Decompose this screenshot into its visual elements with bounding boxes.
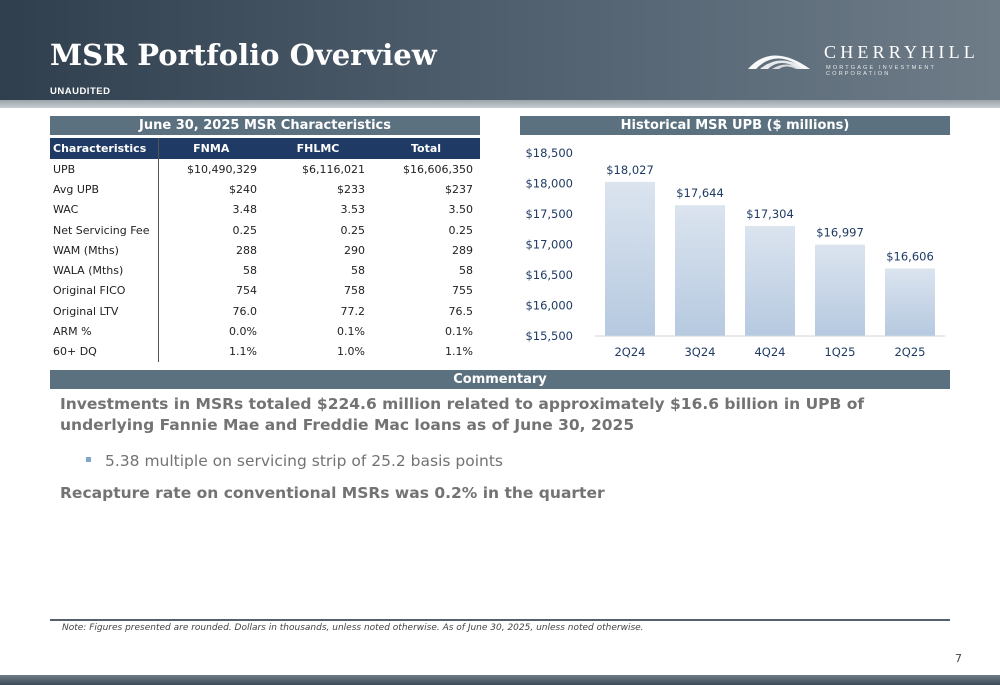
row-label: ARM % xyxy=(50,321,159,342)
table-cell: 77.2 xyxy=(340,304,366,318)
table-cell: 758 xyxy=(344,284,365,298)
commentary-bullet-text: 5.38 multiple on servicing strip of 25.2… xyxy=(105,452,504,470)
table-cell: 0.0% xyxy=(229,325,257,339)
table-row: WAC 3.48 3.53 3.50 xyxy=(50,199,480,220)
table-row: 60+ DQ 1.1% 1.0% 1.1% xyxy=(50,341,480,362)
table-cell: 289 xyxy=(452,243,473,257)
table-cell: 288 xyxy=(236,243,257,257)
table-cell: 76.0 xyxy=(232,304,258,318)
table-row: WALA (Mths) 58 58 58 xyxy=(50,260,480,281)
y-tick-label: $15,500 xyxy=(525,329,573,343)
y-tick-label: $17,000 xyxy=(525,238,573,252)
logo-mark-icon xyxy=(748,55,810,69)
table-row: WAM (Mths) 288 290 289 xyxy=(50,240,480,261)
logo-tagline: MORTGAGE INVESTMENT CORPORATION xyxy=(826,65,936,77)
table-cell: $233 xyxy=(337,182,365,196)
row-label: WAM (Mths) xyxy=(50,240,159,261)
footnote: Note: Figures presented are rounded. Dol… xyxy=(62,623,644,633)
table-cell: 1.1% xyxy=(229,345,257,359)
commentary-bullet: 5.38 multiple on servicing strip of 25.2… xyxy=(86,452,946,470)
commentary-paragraph: Investments in MSRs totaled $224.6 milli… xyxy=(60,395,865,434)
table-cell: 58 xyxy=(459,264,473,278)
commentary-section-title: Commentary xyxy=(50,370,950,389)
company-logo: CHERRYHILL MORTGAGE INVESTMENT CORPORATI… xyxy=(746,40,996,80)
chart-bar xyxy=(815,244,865,336)
x-tick-label: 3Q24 xyxy=(684,345,715,359)
table-header-row: Characteristics FNMA FHLMC Total xyxy=(50,138,480,159)
table-row: Net Servicing Fee 0.25 0.25 0.25 xyxy=(50,219,480,241)
bar-data-label: $16,997 xyxy=(816,226,864,240)
table-cell: 0.25 xyxy=(448,223,474,237)
bar-data-label: $18,027 xyxy=(606,163,654,177)
column-header: FNMA xyxy=(158,138,264,159)
table-cell: 755 xyxy=(452,284,473,298)
x-tick-label: 4Q24 xyxy=(754,345,785,359)
table-cell: 1.0% xyxy=(337,345,365,359)
x-tick-label: 2Q25 xyxy=(894,345,925,359)
table-section-title: June 30, 2025 MSR Characteristics xyxy=(50,116,480,135)
table-cell: 754 xyxy=(236,284,257,298)
chart-bar xyxy=(605,181,655,336)
table-cell: 0.25 xyxy=(232,223,258,237)
table-cell: 3.48 xyxy=(232,203,258,217)
table-cell: 0.25 xyxy=(340,223,366,237)
table-cell: 290 xyxy=(344,243,365,257)
header-divider xyxy=(0,100,1000,108)
y-tick-label: $16,500 xyxy=(525,268,573,282)
y-tick-label: $16,000 xyxy=(525,299,573,313)
chart-bar xyxy=(675,205,725,336)
column-header: Characteristics xyxy=(50,138,159,159)
row-label: 60+ DQ xyxy=(50,341,159,362)
column-header: FHLMC xyxy=(264,138,372,159)
y-tick-label: $18,000 xyxy=(525,177,573,191)
table-cell: 1.1% xyxy=(445,345,473,359)
table-cell: 3.53 xyxy=(340,203,366,217)
row-label: Net Servicing Fee xyxy=(50,219,159,241)
table-cell: $10,490,329 xyxy=(187,162,257,176)
table-cell: 3.50 xyxy=(448,203,474,217)
historical-upb-bar-chart: $15,500 $16,000 $16,500 $17,000 $17,500 $18,0… xyxy=(525,146,945,359)
table-row: Original LTV 76.0 77.2 76.5 xyxy=(50,301,480,322)
table-row: Original FICO 754 758 755 xyxy=(50,280,480,302)
table-cell: $237 xyxy=(445,182,473,196)
x-tick-label: 1Q25 xyxy=(824,345,855,359)
page-title: MSR Portfolio Overview xyxy=(50,38,437,72)
row-label: Original LTV xyxy=(50,301,159,322)
table-cell: 0.1% xyxy=(337,325,365,339)
y-tick-label: $17,500 xyxy=(525,207,573,221)
row-label: UPB xyxy=(50,159,159,180)
chart-section-title: Historical MSR UPB ($ millions) xyxy=(520,116,950,135)
table-row: Avg UPB $240 $233 $237 xyxy=(50,179,480,200)
table-cell: $16,606,350 xyxy=(403,162,473,176)
bar-data-label: $17,304 xyxy=(746,207,794,221)
bullet-square-icon xyxy=(86,457,91,462)
logo-name: CHERRYHILL xyxy=(824,42,980,62)
table-row: ARM % 0.0% 0.1% 0.1% xyxy=(50,321,480,342)
table-cell: 58 xyxy=(243,264,257,278)
column-header: Total xyxy=(372,138,480,159)
header-band xyxy=(0,0,1000,104)
table-cell: 0.1% xyxy=(445,325,473,339)
row-label: Avg UPB xyxy=(50,179,159,200)
commentary-paragraph: Recapture rate on conventional MSRs was … xyxy=(60,484,605,502)
table-row: UPB $10,490,329 $6,116,021 $16,606,350 xyxy=(50,159,480,180)
bar-data-label: $17,644 xyxy=(676,186,724,200)
row-label: WALA (Mths) xyxy=(50,260,159,281)
footer-divider xyxy=(50,619,950,621)
chart-bar xyxy=(745,225,795,336)
bar-data-label: $16,606 xyxy=(886,250,934,264)
chart-bar xyxy=(885,268,935,336)
y-tick-label: $18,500 xyxy=(525,146,573,160)
msr-characteristics-table: Characteristics FNMA FHLMC Total UPB $10… xyxy=(50,138,480,362)
row-label: WAC xyxy=(50,199,159,220)
table-cell: $6,116,021 xyxy=(302,162,365,176)
x-tick-label: 2Q24 xyxy=(614,345,645,359)
page-subtitle: UNAUDITED xyxy=(50,86,111,97)
table-cell: $240 xyxy=(229,182,257,196)
footer-band xyxy=(0,675,1000,685)
page-number: 7 xyxy=(955,652,962,665)
row-label: Original FICO xyxy=(50,280,159,302)
table-cell: 58 xyxy=(351,264,365,278)
table-cell: 76.5 xyxy=(448,304,474,318)
